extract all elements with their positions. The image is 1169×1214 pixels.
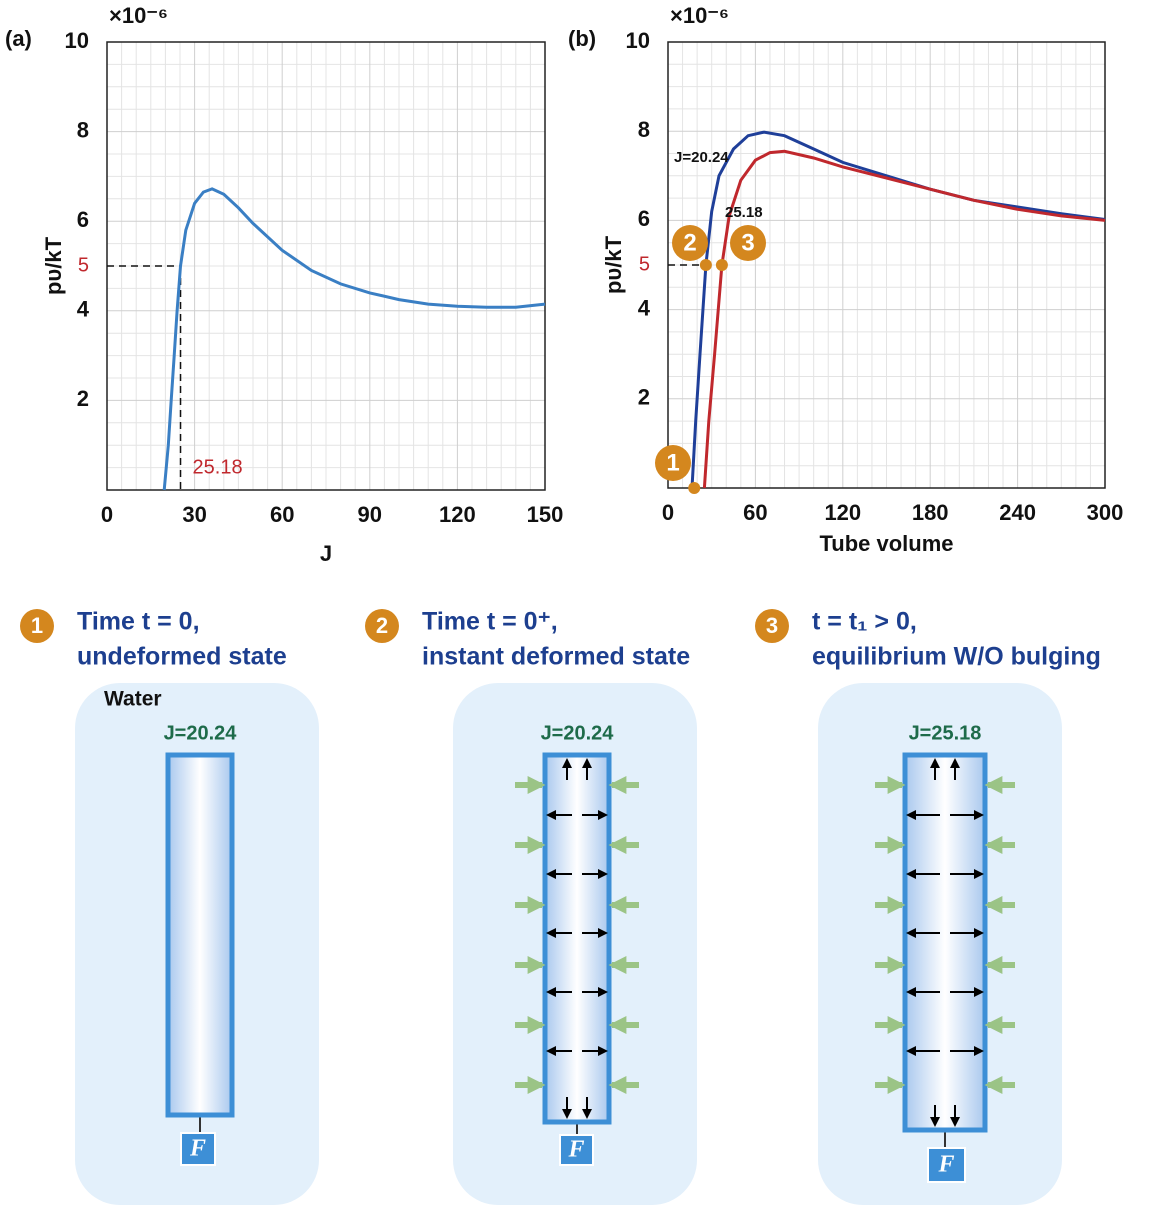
marker [699,259,712,271]
tube [165,752,235,1118]
step-badge [365,609,399,643]
x-tick-label: 0 [101,502,113,527]
y-tick-label: 10 [65,28,89,53]
marker [715,259,728,271]
y-tick-label: 2 [77,386,89,411]
x-axis-label: Tube volume [819,531,953,556]
data-line [162,187,546,491]
force-label: F [937,1152,954,1178]
step-subtitle: equilibrium W/O bulging [812,643,1101,671]
series-label: J=20.24 [674,149,729,166]
y-tick-label: 4 [638,295,651,320]
step-title: t = t₁ > 0, [812,608,917,636]
x-tick-label: 30 [182,502,206,527]
x-tick-label: 90 [358,502,382,527]
reference-label: 5 [78,254,89,276]
marker-badge [655,445,691,481]
y-multiplier: ×10⁻⁶ [670,3,729,28]
step-subtitle: instant deformed state [422,643,690,671]
y-axis-label: pυ/kT [601,235,626,294]
y-tick-label: 6 [77,207,89,232]
series-line [702,149,1106,489]
y-axis-label: pυ/kT [41,236,66,295]
reference-label: 5 [639,253,650,275]
marker-label: 1 [666,449,679,476]
x-axis-label: J [320,541,332,566]
marker-label: 2 [683,229,696,256]
force-box [559,1134,594,1166]
y-tick-label: 8 [638,117,650,142]
tube [902,752,988,1133]
j-label: J=20.24 [164,722,238,744]
x-tick-label: 300 [1087,500,1124,525]
step-number: 1 [31,613,43,638]
x-tick-label: 60 [743,500,767,525]
force-box [927,1147,966,1183]
x-tick-label: 120 [824,500,861,525]
y-tick-label: 4 [77,297,90,322]
y-tick-label: 10 [626,28,650,53]
step-subtitle: undeformed state [77,643,287,671]
step-badge [755,609,789,643]
j-label: J=25.18 [909,722,982,744]
x-tick-label: 120 [439,502,476,527]
panel-label: (a) [5,26,32,51]
marker [688,482,701,494]
series-label: 25.18 [725,204,763,221]
y-tick-label: 2 [638,385,650,410]
medium-label: Water [104,688,162,711]
y-multiplier: ×10⁻⁶ [109,3,168,28]
j-label: J=20.24 [541,722,615,744]
panel-label: (b) [568,26,596,51]
marker-label: 3 [741,229,754,256]
x-tick-label: 180 [912,500,949,525]
step-title: Time t = 0⁺, [422,608,558,636]
step-number: 3 [766,613,778,638]
reference-label: 25.18 [193,456,243,478]
step-title: Time t = 0, [77,608,200,636]
x-tick-label: 240 [999,500,1036,525]
step-number: 2 [376,613,388,638]
x-tick-label: 150 [527,502,564,527]
marker-badge [730,225,766,261]
tube [542,752,612,1125]
x-tick-label: 0 [662,500,674,525]
y-tick-label: 6 [638,206,650,231]
y-tick-label: 8 [77,117,89,142]
force-label: F [567,1137,584,1163]
step-badge [20,609,54,643]
force-label: F [189,1136,206,1162]
x-tick-label: 60 [270,502,294,527]
marker-badge [672,225,708,261]
force-box [180,1132,216,1166]
